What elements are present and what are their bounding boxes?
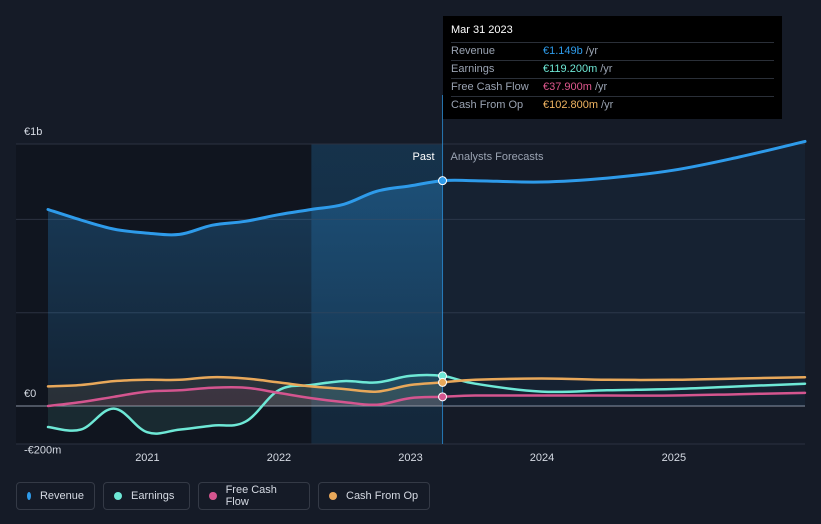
- tooltip-date: Mar 31 2023: [451, 24, 513, 36]
- tooltip-row-cash-from-op: Cash From Op €102.800m /yr: [451, 96, 774, 114]
- past-label: Past: [413, 151, 435, 163]
- forecast-label: Analysts Forecasts: [451, 151, 544, 163]
- earnings-line: [46, 373, 807, 435]
- tooltip-unit: /yr: [585, 45, 598, 57]
- revenue-area: [48, 180, 443, 406]
- tooltip-value: €119.200m: [543, 63, 598, 75]
- x-tick-label: 2021: [135, 452, 159, 464]
- tooltip-row-earnings: Earnings €119.200m /yr: [451, 60, 774, 78]
- y-tick-label: €1b: [24, 126, 42, 138]
- x-tick-label: 2025: [662, 452, 686, 464]
- tooltip-row-free-cash-flow: Free Cash Flow €37.900m /yr: [451, 78, 774, 96]
- tooltip-label: Free Cash Flow: [451, 81, 529, 93]
- legend-label: Cash From Op: [346, 490, 419, 502]
- tooltip-value: €1.149b: [543, 45, 583, 57]
- tooltip-unit: /yr: [600, 63, 613, 75]
- cash-from-op-marker[interactable]: [438, 377, 448, 387]
- tooltip-unit: /yr: [594, 81, 608, 93]
- legend-item-earnings[interactable]: Earnings: [103, 482, 190, 510]
- free-cash-flow-line: [46, 385, 807, 408]
- revenue-line: [46, 139, 807, 237]
- legend-label: Free Cash Flow: [225, 484, 277, 508]
- tooltip-unit: /yr: [601, 99, 614, 111]
- x-tick-label: 2024: [530, 452, 554, 464]
- legend-item-cash-from-op[interactable]: Cash From Op: [318, 482, 430, 510]
- cash-from-op-line: [46, 375, 807, 393]
- y-tick-label: -€200m: [24, 444, 61, 456]
- tooltip: Mar 31 2023 Revenue €1.149b /yr Earnings…: [443, 16, 782, 119]
- earnings-dot-icon: [114, 492, 122, 500]
- y-tick-label: €0: [24, 388, 36, 400]
- free-cash-flow-marker[interactable]: [438, 392, 448, 402]
- tooltip-value: €102.800m: [543, 99, 599, 111]
- tooltip-label: Revenue: [451, 45, 496, 57]
- legend: Revenue Earnings Free Cash Flow Cash Fro…: [16, 482, 438, 512]
- legend-label: Revenue: [39, 490, 84, 502]
- cash-from-op-area: [48, 377, 443, 406]
- tooltip-label: Cash From Op: [451, 99, 524, 111]
- legend-item-free-cash-flow[interactable]: Free Cash Flow: [198, 482, 310, 510]
- tooltip-value: €37.900m: [543, 81, 592, 93]
- legend-label: Earnings: [131, 490, 175, 502]
- tooltip-row-revenue: Revenue €1.149b /yr: [451, 42, 774, 60]
- legend-item-revenue[interactable]: Revenue: [16, 482, 95, 510]
- revenue-forecast-area: [442, 141, 805, 406]
- revenue-marker[interactable]: [438, 176, 448, 186]
- free-cash-flow-dot-icon: [209, 492, 217, 500]
- tooltip-label: Earnings: [451, 63, 495, 75]
- revenue-dot-icon: [27, 492, 31, 500]
- x-tick-label: 2022: [267, 452, 291, 464]
- x-tick-label: 2023: [398, 452, 422, 464]
- cash-from-op-dot-icon: [329, 492, 337, 500]
